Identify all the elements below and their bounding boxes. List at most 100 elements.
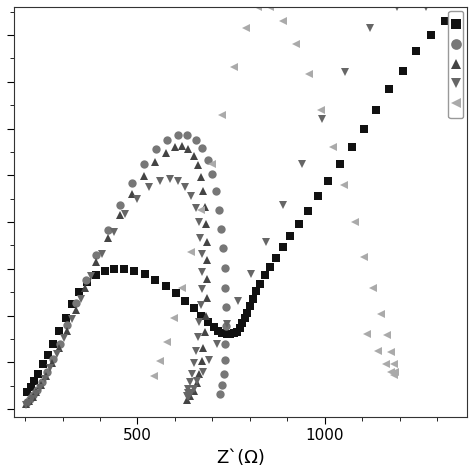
s4 [185,394,191,400]
s3 [204,276,210,282]
s3 [199,359,204,365]
s1 [24,390,30,395]
s5 [341,182,347,188]
s2 [39,379,45,385]
s2 [200,146,205,151]
s5 [157,358,163,364]
s2 [222,357,228,363]
s2 [57,341,63,346]
s3 [201,346,206,351]
Line: s4: s4 [22,3,430,409]
s1 [414,48,419,54]
s2 [117,202,122,208]
s2 [223,323,229,329]
s5 [280,18,286,24]
s3 [196,371,202,376]
s2 [193,137,199,143]
s4 [198,235,203,241]
s2 [27,396,33,402]
s3 [82,285,88,291]
s4 [29,396,35,402]
s5 [378,311,383,317]
s3 [23,401,29,406]
s2 [34,387,40,392]
s5 [219,113,225,118]
s4 [33,392,38,397]
s5 [171,315,177,320]
s3 [38,382,44,388]
s2 [222,265,228,271]
s3 [27,398,32,404]
s5 [164,339,170,345]
s3 [105,235,111,241]
s2 [175,132,181,138]
s2 [220,246,226,251]
s2 [223,285,228,291]
s3 [73,307,79,313]
s3 [30,394,36,400]
s3 [187,393,193,399]
s5 [388,369,394,374]
s1 [273,255,279,261]
s5 [391,362,397,367]
s5 [365,331,370,337]
Line: s3: s3 [22,142,211,408]
s2 [93,252,99,258]
s5 [383,332,389,338]
s5 [370,285,376,291]
s3 [172,145,177,150]
s3 [202,204,208,210]
s2 [24,399,30,405]
s3 [198,174,204,180]
s3 [194,380,200,386]
s2 [218,392,223,397]
s3 [56,346,62,351]
s2 [221,371,227,376]
s3 [204,239,210,245]
s1 [254,289,259,294]
s1 [111,266,117,272]
s5 [231,64,237,70]
s5 [383,362,389,367]
s3 [200,188,206,194]
s3 [34,390,39,395]
s3 [117,212,123,218]
s3 [185,146,191,152]
s5 [391,372,397,377]
s4 [394,4,400,10]
s3 [191,388,197,393]
s2 [219,226,224,231]
s5 [152,374,157,379]
s2 [30,392,36,398]
s2 [223,304,229,310]
s3 [93,259,99,265]
s3 [43,373,49,378]
s3 [191,153,197,158]
s2 [64,322,70,328]
s5 [293,42,299,47]
s2 [73,301,79,306]
s5 [189,249,194,255]
s2 [205,157,211,163]
s2 [213,188,219,194]
Line: s1: s1 [23,17,449,397]
s1 [443,18,448,24]
s5 [255,4,261,10]
s4 [23,401,29,407]
s2 [129,180,135,186]
s3 [204,295,210,301]
s3 [179,144,185,149]
s3 [195,162,201,168]
s5 [243,25,248,30]
s2 [154,146,159,152]
s1 [326,178,331,184]
s2 [223,341,228,346]
s2 [44,369,50,374]
s5 [362,254,367,260]
s3 [184,397,190,403]
s5 [180,285,185,291]
s3 [49,361,55,366]
Line: s5: s5 [150,3,399,381]
Line: s2: s2 [23,131,230,406]
s3 [203,313,209,319]
